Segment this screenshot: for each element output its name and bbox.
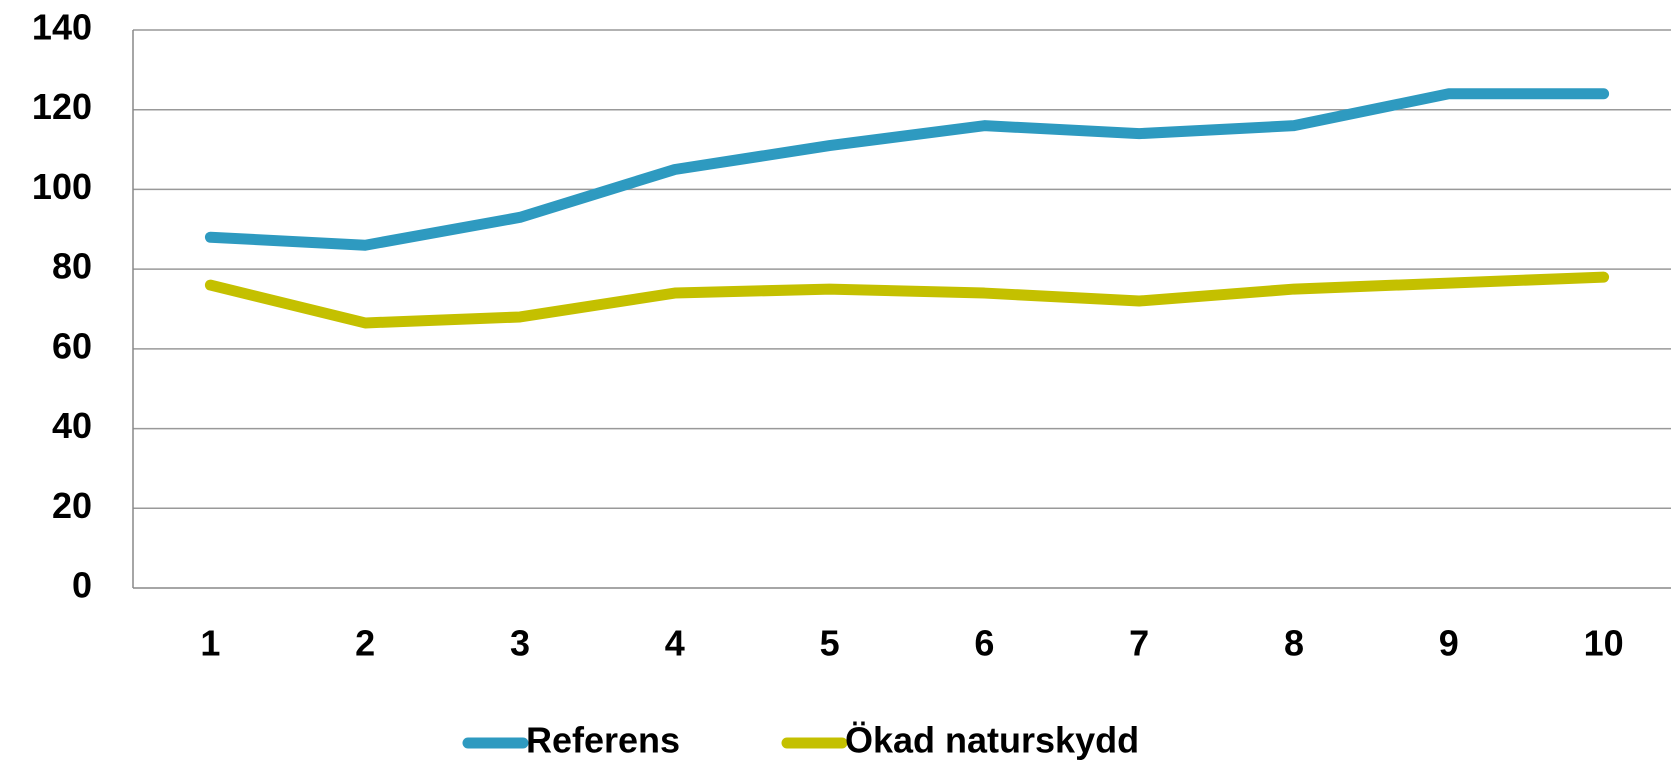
x-tick-label: 2 bbox=[355, 623, 375, 664]
y-tick-label: 20 bbox=[52, 485, 92, 526]
y-tick-label: 0 bbox=[72, 565, 92, 606]
x-tick-label: 4 bbox=[665, 623, 685, 664]
legend-label: Referens bbox=[526, 720, 680, 761]
x-tick-label: 7 bbox=[1129, 623, 1149, 664]
legend-label: Ökad naturskydd bbox=[845, 720, 1139, 761]
x-tick-label: 8 bbox=[1284, 623, 1304, 664]
x-tick-label: 1 bbox=[200, 623, 220, 664]
x-tick-label: 9 bbox=[1439, 623, 1459, 664]
y-tick-label: 60 bbox=[52, 325, 92, 366]
y-tick-label: 40 bbox=[52, 405, 92, 446]
y-tick-label: 80 bbox=[52, 246, 92, 287]
y-tick-label: 120 bbox=[32, 86, 92, 127]
x-tick-label: 10 bbox=[1584, 623, 1624, 664]
x-tick-label: 3 bbox=[510, 623, 530, 664]
x-tick-label: 5 bbox=[820, 623, 840, 664]
line-series bbox=[204, 271, 1610, 329]
y-tick-label: 100 bbox=[32, 166, 92, 207]
y-tick-label: 140 bbox=[32, 7, 92, 48]
line-series bbox=[204, 88, 1610, 251]
x-tick-label: 6 bbox=[974, 623, 994, 664]
